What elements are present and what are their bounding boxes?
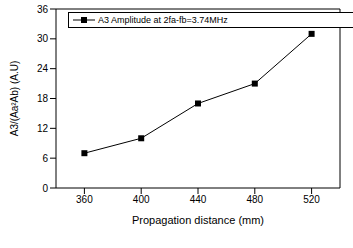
svg-text:0: 0 [42,183,48,194]
svg-text:440: 440 [190,194,207,205]
svg-text:36: 36 [37,4,49,15]
svg-text:24: 24 [37,63,49,74]
svg-text:18: 18 [37,93,49,104]
svg-text:400: 400 [133,194,150,205]
svg-text:360: 360 [76,194,93,205]
svg-text:A3/(Aa²Ab) (A.U): A3/(Aa²Ab) (A.U) [9,61,20,137]
svg-text:30: 30 [37,33,49,44]
html-text:A3 Amplitude at 2fa-fb=3.74MHz: A3 Amplitude at 2fa-fb=3.74MHz [98,15,228,25]
svg-text:520: 520 [303,194,320,205]
svg-text:12: 12 [37,123,49,134]
svg-text:6: 6 [42,153,48,164]
svg-text:Propagation distance (mm): Propagation distance (mm) [132,214,264,226]
svg-text:480: 480 [246,194,263,205]
